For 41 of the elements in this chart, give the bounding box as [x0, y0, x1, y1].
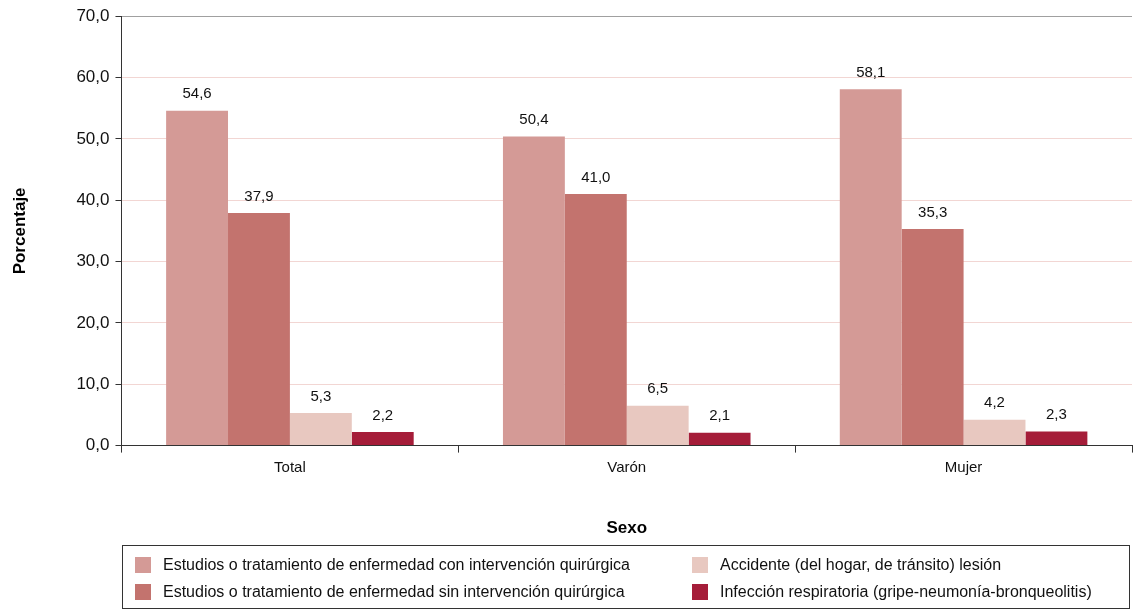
legend-label: Estudios o tratamiento de enfermedad con intervención quirúrgica	[163, 555, 630, 574]
bar	[502, 136, 565, 446]
x-tick-label: Total	[274, 457, 306, 475]
data-label: 2,2	[372, 405, 394, 423]
bar	[839, 89, 902, 446]
y-tick-label: 10,0	[76, 373, 110, 393]
bar	[901, 229, 964, 446]
bar	[688, 432, 751, 446]
x-tick-label: Mujer	[944, 457, 983, 475]
x-tick-label: Varón	[607, 457, 647, 475]
bar	[351, 432, 414, 446]
data-label: 4,2	[984, 393, 1005, 411]
data-label: 2,1	[709, 406, 731, 424]
data-label: 35,3	[918, 202, 948, 220]
y-tick-label: 20,0	[76, 312, 110, 332]
data-label: 41,0	[581, 167, 611, 185]
y-tick-label: 30,0	[76, 251, 110, 271]
x-axis-title: Sexo	[606, 518, 648, 538]
bar	[166, 110, 229, 446]
bar	[963, 419, 1026, 446]
legend-label: Estudios o tratamiento de enfermedad sin intervención quirúrgica	[163, 582, 625, 601]
bar	[289, 413, 352, 446]
legend-label: Accidente (del hogar, de tránsito) lesión	[720, 555, 1002, 574]
y-tick-label: 40,0	[76, 189, 110, 209]
data-label: 6,5	[647, 379, 669, 397]
bar	[1025, 431, 1088, 446]
y-axis-title: Porcentaje	[9, 187, 29, 275]
y-tick-label: 50,0	[76, 128, 110, 148]
data-label: 37,9	[244, 186, 274, 204]
y-tick-label: 60,0	[76, 67, 110, 87]
data-label: 58,1	[856, 62, 886, 80]
legend-label: Infección respiratoria (gripe-neumonía-bronqueolitis)	[720, 582, 1092, 601]
y-tick-label: 0,0	[85, 435, 110, 455]
bar	[626, 405, 689, 446]
data-label: 5,3	[310, 386, 332, 404]
data-label: 2,3	[1045, 405, 1067, 423]
bar	[564, 194, 627, 446]
data-label: 50,4	[519, 110, 549, 128]
y-tick-label: 70,0	[76, 5, 110, 25]
data-label: 54,6	[182, 84, 212, 102]
bar	[228, 213, 290, 446]
